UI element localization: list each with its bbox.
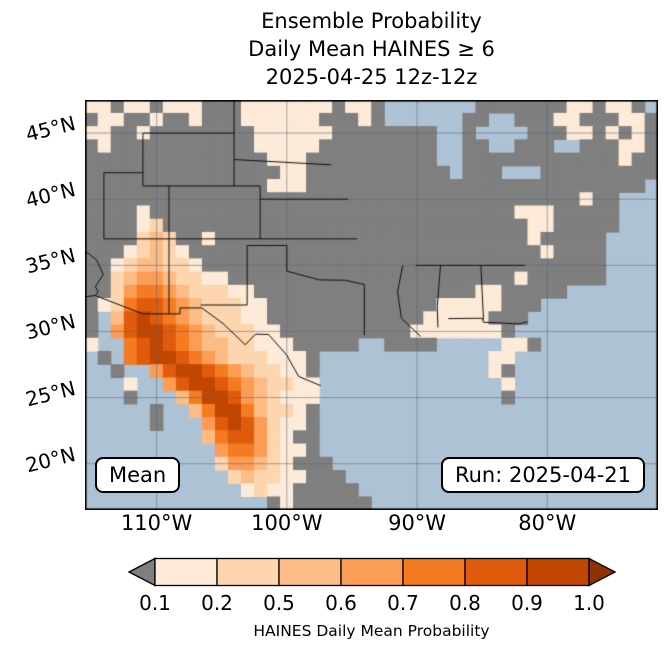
lat-tick-label: 45°N (23, 110, 78, 147)
colorbar-tick-label: 0.1 (139, 591, 171, 615)
colorbar-segment (464, 557, 528, 587)
lat-tick-label: 20°N (23, 441, 78, 478)
colorbar (128, 557, 616, 587)
colorbar-tick-label: 0.6 (325, 591, 357, 615)
mean-label-box: Mean (95, 457, 181, 493)
colorbar-axis-label: HAINES Daily Mean Probability (253, 622, 490, 640)
run-date-box: Run: 2025-04-21 (440, 457, 645, 493)
chart-title-line-2: Daily Mean HAINES ≥ 6 (248, 37, 495, 61)
colorbar-segment (402, 557, 466, 587)
colorbar-tick-label: 1.0 (573, 591, 605, 615)
colorbar-under-arrow (128, 557, 156, 587)
colorbar-segment (154, 557, 218, 587)
lon-tick-label: 110°W (120, 511, 193, 535)
lat-tick-label: 30°N (23, 309, 78, 345)
lon-tick-label: 90°W (388, 511, 447, 535)
colorbar-tick-label: 0.9 (511, 591, 543, 615)
lon-tick-label: 100°W (251, 511, 323, 535)
lat-tick-label: 35°N (23, 243, 78, 279)
colorbar-tick-label: 0.8 (449, 591, 481, 615)
colorbar-tick-label: 0.2 (201, 591, 233, 615)
lat-tick-label: 25°N (23, 375, 78, 411)
map-canvas (85, 100, 658, 510)
lat-tick-label: 40°N (23, 177, 78, 213)
chart-title-line-1: Ensemble Probability (261, 9, 482, 33)
colorbar-tick-label: 0.5 (263, 591, 295, 615)
lon-tick-label: 80°W (518, 511, 577, 535)
colorbar-segment (216, 557, 280, 587)
colorbar-segment (526, 557, 590, 587)
colorbar-segment (278, 557, 342, 587)
colorbar-segment (340, 557, 404, 587)
colorbar-tick-label: 0.7 (387, 591, 419, 615)
chart-title-line-3: 2025-04-25 12z-12z (265, 65, 478, 89)
colorbar-over-arrow (588, 557, 616, 587)
